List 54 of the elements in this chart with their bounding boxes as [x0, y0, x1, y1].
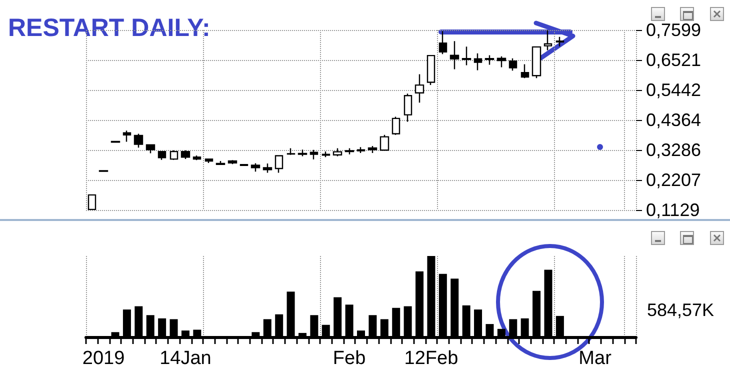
candlestick — [88, 194, 96, 210]
candlestick — [332, 148, 342, 157]
candlestick — [426, 54, 436, 86]
x-tick-label: 12Feb — [404, 348, 458, 369]
candlestick — [496, 56, 506, 68]
candlestick — [356, 146, 366, 154]
candlestick — [180, 150, 190, 160]
candlestick — [544, 30, 552, 51]
candlestick — [392, 116, 400, 136]
candlestick — [122, 130, 132, 142]
candlestick — [250, 162, 260, 172]
candlestick — [158, 150, 166, 160]
candlestick — [462, 46, 472, 66]
candlestick — [532, 46, 542, 79]
y-tick-label: 0,2207 — [646, 170, 702, 190]
candlestick — [170, 150, 178, 160]
candlestick — [368, 145, 378, 154]
x-tick-label: Feb — [332, 348, 366, 369]
candlestick — [344, 148, 354, 155]
x-tick-label: 2019 — [82, 348, 125, 369]
candlestick — [508, 58, 518, 72]
candlestick — [414, 74, 424, 104]
candlestick — [274, 155, 284, 174]
candlestick — [228, 160, 238, 165]
candlestick — [322, 150, 330, 158]
candlestick — [310, 149, 318, 160]
candlestick — [404, 93, 412, 122]
y-tick-label: 0,5442 — [646, 80, 702, 100]
candlestick — [484, 54, 494, 66]
candlestick — [438, 30, 448, 55]
chart-title: RESTART DAILY: — [8, 14, 210, 43]
candlestick — [240, 163, 248, 166]
text: 584,57K — [646, 300, 714, 320]
candlestick — [192, 154, 202, 161]
candlestick — [380, 134, 390, 152]
y-tick-label: 0,6521 — [646, 50, 702, 70]
candlestick — [474, 52, 482, 71]
candlestick — [134, 133, 144, 148]
candlestick — [216, 160, 226, 166]
x-tick-label: Mar — [578, 348, 612, 369]
candlestick — [110, 140, 120, 143]
x-tick-label: 14Jan — [160, 348, 212, 369]
candlestick — [298, 149, 308, 157]
y-tick-label: 0,1129 — [646, 200, 700, 220]
y-tick-label: 0,3286 — [646, 140, 702, 160]
candlestick — [146, 144, 156, 154]
candlestick — [286, 148, 296, 156]
candlestick — [556, 36, 564, 47]
candlestick — [204, 158, 214, 164]
candlestick — [450, 40, 460, 70]
candlestick — [262, 162, 272, 174]
y-tick-label: 0,7599 — [646, 20, 702, 40]
candlestick — [520, 64, 530, 79]
y-tick-label: 0,4364 — [646, 110, 702, 130]
